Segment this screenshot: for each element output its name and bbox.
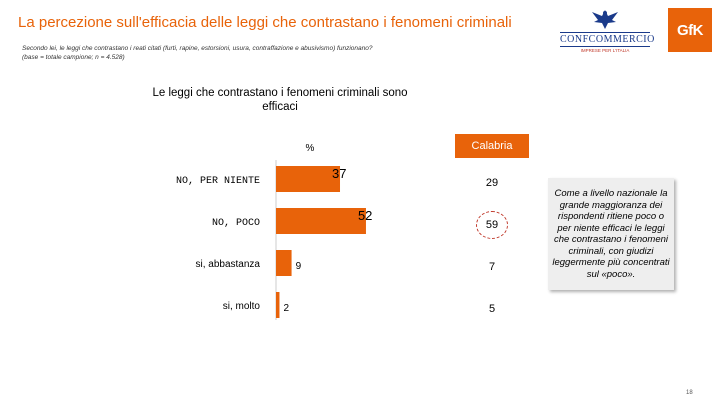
question-text: Secondo lei, le leggi che contrastano i … [22,45,373,52]
survey-question: Secondo lei, le leggi che contrastano i … [22,44,542,62]
category-label: NO, POCO [212,218,260,229]
data-label: 9 [296,261,302,272]
bar [276,166,341,192]
sample-base: (base = totale campione; n = 4.528) [22,54,125,61]
gfk-logo: GfK [668,8,712,52]
commentary-text: Come a livello nazionale la grande maggi… [552,188,670,280]
eagle-icon [592,10,618,29]
commentary-box: Come a livello nazionale la grande maggi… [548,178,674,290]
confcommercio-logo: CONFCOMMERCIO IMPRESE PER L'ITALIA [560,8,655,64]
bar [276,292,280,318]
region-value: 5 [488,303,496,315]
highlight-circle [476,211,508,239]
confcommercio-name: CONFCOMMERCIO [560,32,655,47]
category-label: si, molto [223,301,261,312]
bar [276,208,366,234]
chart-title: Le leggi che contrastano i fenomeni crim… [152,87,408,113]
data-label: 37 [332,166,346,181]
page-number: 18 [686,390,693,396]
category-label: si, abbastanza [196,259,261,270]
unit-label: % [306,143,315,154]
page-title: La percezione sull'efficacia delle leggi… [18,14,512,31]
region-header: Calabria [455,134,529,158]
region-value: 7 [488,261,496,273]
category-label: NO, PER NIENTE [176,176,260,187]
data-label: 52 [358,208,372,223]
confcommercio-tagline: IMPRESE PER L'ITALIA [580,48,630,53]
data-label: 2 [283,303,289,314]
bar [276,250,292,276]
region-value: 29 [485,177,499,189]
